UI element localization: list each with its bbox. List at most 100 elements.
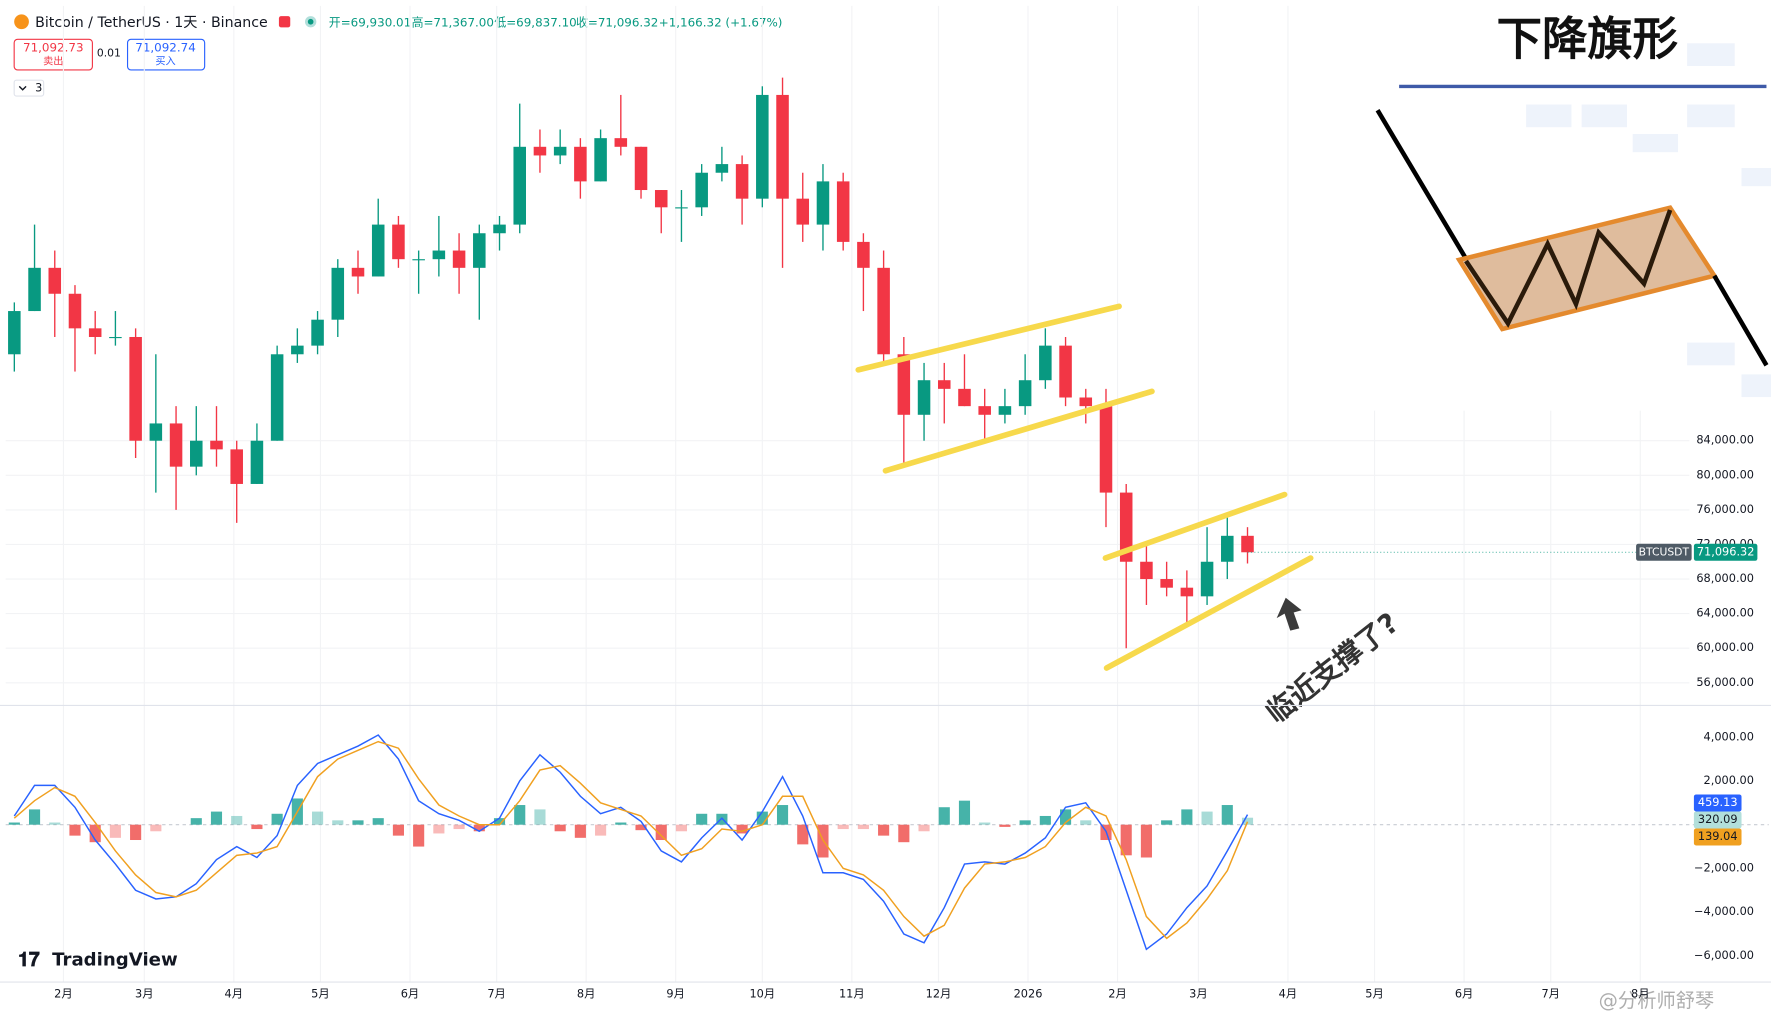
flag-icon[interactable]	[278, 16, 291, 28]
y-tick-label: 60,000.00	[1696, 640, 1754, 654]
x-tick-label: 8月	[577, 987, 596, 1001]
candle-body	[351, 267, 365, 277]
price-badge: 71,096.32	[1697, 544, 1755, 558]
histogram-bar	[1221, 805, 1233, 825]
x-tick-label: 6月	[401, 987, 420, 1001]
sell-label[interactable]: 卖出	[43, 54, 63, 67]
buy-label[interactable]: 买入	[155, 55, 175, 67]
breakdown	[1712, 274, 1769, 367]
candle-body	[937, 380, 951, 389]
histogram-bar	[271, 813, 283, 825]
x-tick-label: 5月	[311, 987, 330, 1001]
candle-body	[109, 336, 122, 339]
sell-button[interactable]	[13, 38, 93, 71]
candle-body	[48, 267, 62, 294]
candle-body	[432, 250, 446, 260]
histogram-bar	[1120, 824, 1132, 856]
y-tick-label: 80,000.00	[1696, 467, 1754, 481]
candle-body	[553, 146, 567, 156]
histogram-bar	[514, 805, 526, 825]
candle-body	[958, 388, 971, 407]
candle-body	[250, 440, 264, 484]
channel-lower-1	[882, 388, 1155, 474]
candle-body	[493, 224, 506, 234]
histogram-bar	[69, 824, 81, 836]
candle-body	[169, 423, 183, 467]
y-tick-label: 68,000.00	[1696, 571, 1754, 585]
histogram-bar	[1140, 824, 1152, 858]
histogram-bar	[878, 824, 890, 836]
channel-lower-2	[1103, 555, 1314, 671]
value-badge: 139.04	[1698, 829, 1738, 843]
histogram-bar	[635, 824, 647, 831]
candle-body	[291, 345, 304, 355]
candle-body	[1140, 561, 1153, 580]
ohlc-close: 收=71,096.32	[576, 15, 658, 29]
candle-body	[1099, 406, 1113, 493]
histogram-bar	[130, 824, 142, 841]
chevron	[18, 85, 27, 91]
candle-body	[129, 336, 142, 441]
y-tick-label: −2,000.00	[1694, 860, 1754, 874]
logo-mark: 𝟏𝟕	[18, 948, 40, 971]
histogram-bar	[534, 809, 546, 825]
channel-upper-2	[1102, 491, 1288, 561]
histogram-bar	[231, 815, 243, 825]
candle-body	[695, 172, 708, 208]
symbol-title: Bitcoin / TetherUS · 1天 · Binance	[35, 15, 268, 31]
y-tick-label: 2,000.00	[1704, 773, 1754, 787]
coin-icon	[14, 14, 29, 30]
histogram-bar	[958, 800, 971, 825]
candle-body	[230, 449, 243, 484]
candle-body	[371, 224, 385, 277]
candle-body	[594, 138, 607, 182]
x-tick-label: 3月	[135, 987, 154, 1001]
ohlc-change: +1,166.32 (+1.67%)	[659, 15, 783, 29]
candle-body	[190, 440, 203, 467]
logo-text: TradingView	[52, 950, 178, 971]
y-tick-label: 56,000.00	[1696, 675, 1754, 689]
flag-zigzag	[1464, 209, 1673, 328]
x-tick-label: 2月	[1108, 987, 1127, 1001]
histogram-bar	[595, 824, 607, 836]
macd-pane: −6,000.00 −4,000.00 −2,000.00 2,000.00 4,000…	[5, 729, 1769, 962]
indicator-count[interactable]: 3	[35, 81, 42, 95]
candle-body	[412, 259, 425, 261]
histogram-bar	[1161, 820, 1173, 825]
candle-body	[1039, 345, 1052, 381]
candle-body	[1160, 579, 1173, 588]
x-tick-label: 7月	[1541, 987, 1560, 1001]
arrow	[1276, 597, 1302, 631]
buy-price[interactable]: 71,092.74	[135, 40, 196, 54]
channel-upper-1	[855, 303, 1122, 373]
candle-body	[998, 406, 1012, 415]
candle-body	[715, 164, 729, 173]
buy-button[interactable]	[126, 38, 206, 71]
histogram-bar	[28, 809, 41, 825]
candle-body	[816, 181, 830, 225]
sell-price[interactable]: 71,092.73	[23, 40, 84, 54]
ohlc-high: 高=71,367.00	[412, 15, 494, 29]
candle-body	[452, 250, 466, 268]
histogram-bar	[756, 811, 768, 825]
histogram-bar	[352, 820, 364, 825]
histogram-bar	[493, 818, 506, 825]
histogram-bar	[918, 824, 930, 832]
x-tick-label: 11月	[839, 987, 865, 1001]
histogram-bar	[675, 824, 688, 832]
indicator-toggle[interactable]	[13, 79, 45, 97]
candle-body	[331, 267, 345, 320]
status-dot-inner	[307, 18, 314, 25]
histogram-bar	[1039, 815, 1051, 825]
macd-line	[13, 734, 1249, 951]
histogram-bar	[1080, 820, 1092, 825]
candle-body	[149, 423, 163, 441]
watermark: @分析师舒琴	[1599, 989, 1715, 1012]
candle-body	[776, 94, 789, 199]
value-badge-bg	[1693, 811, 1742, 829]
inset-bg	[1371, 0, 1771, 411]
histogram-bar	[109, 824, 121, 838]
candle-body	[8, 311, 21, 355]
candle-body	[1221, 535, 1234, 562]
